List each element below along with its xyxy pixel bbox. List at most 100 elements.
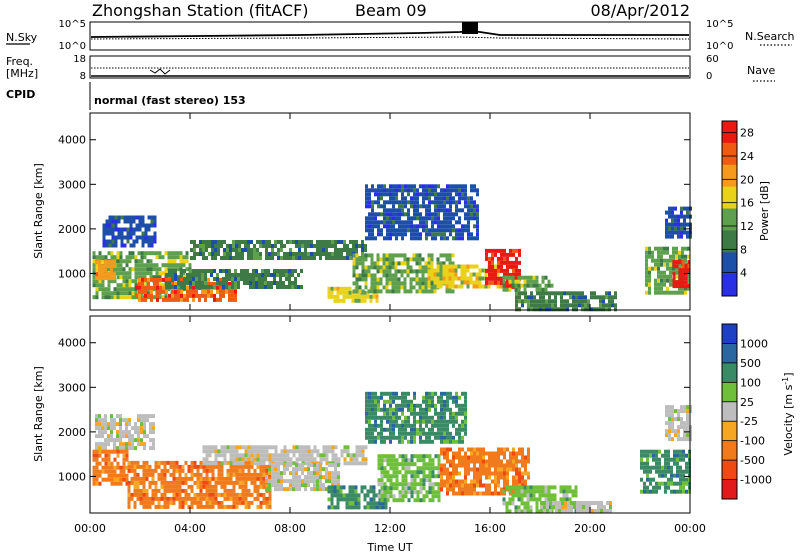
velocity-cell [163, 492, 167, 497]
velocity-cell [196, 496, 200, 501]
power-cell [430, 261, 434, 266]
power-cell [413, 200, 416, 205]
velocity-cell [668, 409, 671, 414]
power-cell [376, 269, 380, 274]
velocity-cell [428, 454, 432, 459]
power-cell [497, 260, 500, 265]
power-cell [674, 206, 677, 211]
velocity-cell [95, 434, 98, 439]
power-cell [389, 232, 392, 237]
velocity-cell [205, 496, 209, 501]
velocity-cell [383, 490, 387, 495]
power-cell [349, 248, 352, 252]
velocity-cell [546, 501, 549, 505]
power-cell [392, 208, 395, 213]
velocity-cell [235, 496, 239, 501]
power-cell [440, 228, 443, 233]
velocity-cell [658, 465, 661, 470]
velocity-cell [398, 498, 402, 503]
power-cell [334, 240, 337, 244]
velocity-cell [365, 419, 368, 424]
velocity-cell [148, 468, 152, 473]
power-cell [291, 269, 294, 273]
power-cell [368, 200, 371, 205]
velocity-cell [163, 488, 167, 493]
power-cell [663, 262, 666, 267]
velocity-cell [98, 446, 101, 451]
velocity-cell [671, 437, 674, 442]
power-cell [361, 240, 364, 244]
power-cell [436, 284, 440, 289]
power-cell [575, 307, 578, 312]
power-cell [551, 307, 554, 312]
velocity-cell [145, 468, 149, 473]
velocity-cell [673, 453, 676, 458]
power-cell [297, 285, 300, 289]
power-cell [383, 208, 386, 213]
velocity-cell [351, 497, 355, 502]
velocity-cell [277, 487, 280, 492]
velocity-cell [268, 461, 272, 466]
power-cell [511, 279, 515, 284]
velocity-cell [163, 496, 167, 501]
power-cell [400, 253, 404, 258]
velocity-cell [658, 461, 661, 466]
velocity-cell [392, 415, 395, 420]
velocity-cell [440, 411, 443, 416]
velocity-cell [488, 491, 491, 496]
velocity-cell [383, 486, 387, 491]
velocity-cell [280, 479, 283, 484]
velocity-cell [274, 449, 278, 454]
velocity-cell [401, 427, 404, 432]
power-cell [398, 188, 401, 193]
power-cell [132, 239, 136, 244]
power-cell [668, 214, 671, 219]
velocity-cell [148, 472, 152, 477]
power-cell [129, 227, 133, 232]
power-cell [645, 266, 648, 271]
power-cell [146, 267, 150, 272]
velocity-cell [262, 445, 266, 450]
power-cell [235, 244, 238, 248]
velocity-cell [133, 476, 137, 481]
power-cell [427, 264, 431, 269]
power-cell [403, 257, 407, 262]
velocity-cell [564, 509, 567, 513]
velocity-cell [680, 405, 683, 410]
power-cell [255, 277, 258, 281]
velocity-cell [345, 501, 349, 506]
velocity-cell [283, 449, 287, 454]
velocity-cell [336, 505, 340, 510]
velocity-cell [455, 403, 458, 408]
power-cell [392, 192, 395, 197]
velocity-cell [295, 463, 298, 468]
power-cell [608, 291, 611, 296]
power-cell [201, 273, 204, 277]
velocity-cell [358, 449, 362, 454]
velocity-cell [292, 479, 295, 484]
velocity-cell [422, 415, 425, 420]
power-cell [377, 196, 380, 201]
velocity-cell [265, 445, 269, 450]
power-cell [267, 273, 270, 277]
power-cell [672, 284, 676, 289]
power-cell [261, 273, 264, 277]
velocity-cell [226, 504, 230, 509]
velocity-cell [101, 457, 105, 462]
power-cell [681, 286, 684, 291]
power-cell [524, 295, 527, 300]
velocity-cell [116, 434, 119, 439]
velocity-cell [137, 414, 140, 419]
velocity-cell [410, 470, 414, 475]
power-cell [651, 266, 654, 271]
power-cell [416, 204, 419, 209]
power-cell [361, 244, 364, 248]
velocity-cell [151, 488, 155, 493]
velocity-cell [407, 419, 410, 424]
power-cell [98, 268, 101, 273]
velocity-cell [304, 483, 307, 488]
power-cell [349, 256, 352, 260]
power-cell [433, 289, 437, 294]
power-cell [421, 281, 425, 286]
velocity-cell [440, 431, 443, 436]
